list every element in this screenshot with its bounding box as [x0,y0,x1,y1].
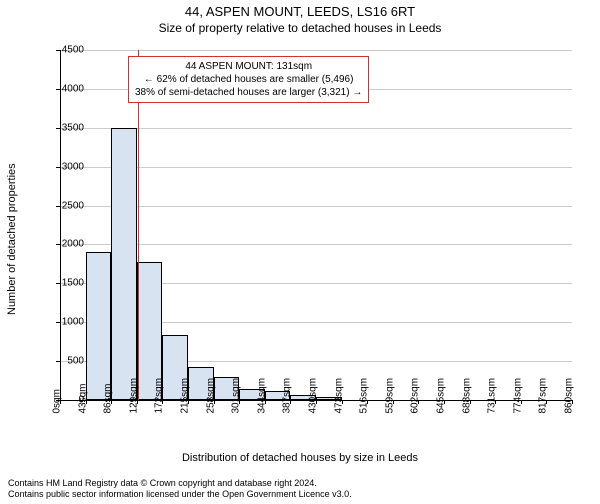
info-line-1: 44 ASPEN MOUNT: 131sqm [135,60,362,73]
chart-title: 44, ASPEN MOUNT, LEEDS, LS16 6RT [0,4,600,19]
footer-line-1: Contains HM Land Registry data © Crown c… [8,478,352,489]
footer-line-2: Contains public sector information licen… [8,489,352,500]
chart-container: 44, ASPEN MOUNT, LEEDS, LS16 6RT Size of… [0,4,600,504]
gridline [60,206,572,207]
gridline [60,167,572,168]
ytick-label: 2000 [44,239,84,250]
ytick-label: 500 [44,356,84,367]
gridline [60,244,572,245]
x-axis-label: Distribution of detached houses by size … [0,452,600,464]
info-line-3: 38% of semi-detached houses are larger (… [135,86,362,99]
ytick-label: 2500 [44,200,84,211]
ytick-label: 4000 [44,83,84,94]
ytick-label: 3500 [44,122,84,133]
bar [86,252,112,400]
ytick-label: 1000 [44,317,84,328]
info-box: 44 ASPEN MOUNT: 131sqm ← 62% of detached… [128,56,369,103]
ytick-label: 4500 [44,45,84,56]
info-line-2: ← 62% of detached houses are smaller (5,… [135,73,362,86]
ytick-label: 3000 [44,161,84,172]
gridline [60,128,572,129]
gridline [60,50,572,51]
y-axis-label: Number of detached properties [6,163,18,315]
ytick-label: 1500 [44,278,84,289]
bar [111,128,137,400]
footer: Contains HM Land Registry data © Crown c… [8,478,352,501]
y-axis [60,50,61,400]
chart-subtitle: Size of property relative to detached ho… [0,21,600,35]
